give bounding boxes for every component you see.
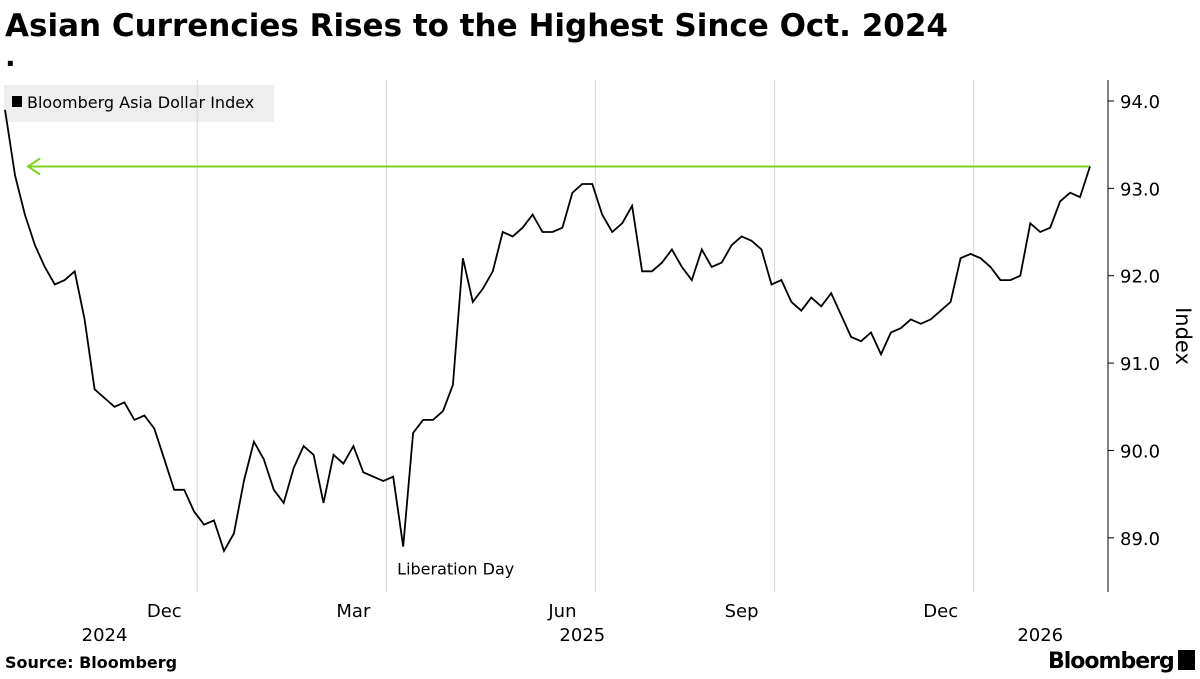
- brand: Bloomberg: [1048, 649, 1174, 674]
- y-axis-label: Index: [1171, 307, 1195, 365]
- y-tick-label: 90.0: [1120, 441, 1160, 462]
- legend-swatch: [12, 96, 22, 107]
- x-tick-label: Jun: [547, 601, 576, 622]
- y-tick-label: 94.0: [1120, 92, 1160, 113]
- x-year-label: 2024: [82, 625, 128, 646]
- x-tick-label: Dec: [923, 601, 958, 622]
- source: Source: Bloomberg: [5, 653, 177, 672]
- annotation: Liberation Day: [397, 560, 514, 579]
- x-tick-label: Mar: [336, 601, 371, 622]
- chart-subtitle: .: [5, 40, 16, 73]
- y-tick-label: 93.0: [1120, 179, 1160, 200]
- line-series: [4, 109, 1091, 554]
- legend-label: Bloomberg Asia Dollar Index: [27, 93, 254, 112]
- x-tick-label: Dec: [147, 601, 182, 622]
- x-year-label: 2025: [559, 625, 605, 646]
- y-tick-label: 92.0: [1120, 267, 1160, 288]
- y-tick-label: 89.0: [1120, 529, 1160, 550]
- chart-title: Asian Currencies Rises to the Highest Si…: [5, 8, 948, 44]
- legend-box: [4, 85, 274, 122]
- reference-arrow: [26, 157, 41, 176]
- y-tick-label: 91.0: [1120, 354, 1160, 375]
- x-year-label: 2026: [1017, 625, 1063, 646]
- brand-icon: [1178, 650, 1195, 670]
- x-tick-label: Sep: [725, 601, 759, 622]
